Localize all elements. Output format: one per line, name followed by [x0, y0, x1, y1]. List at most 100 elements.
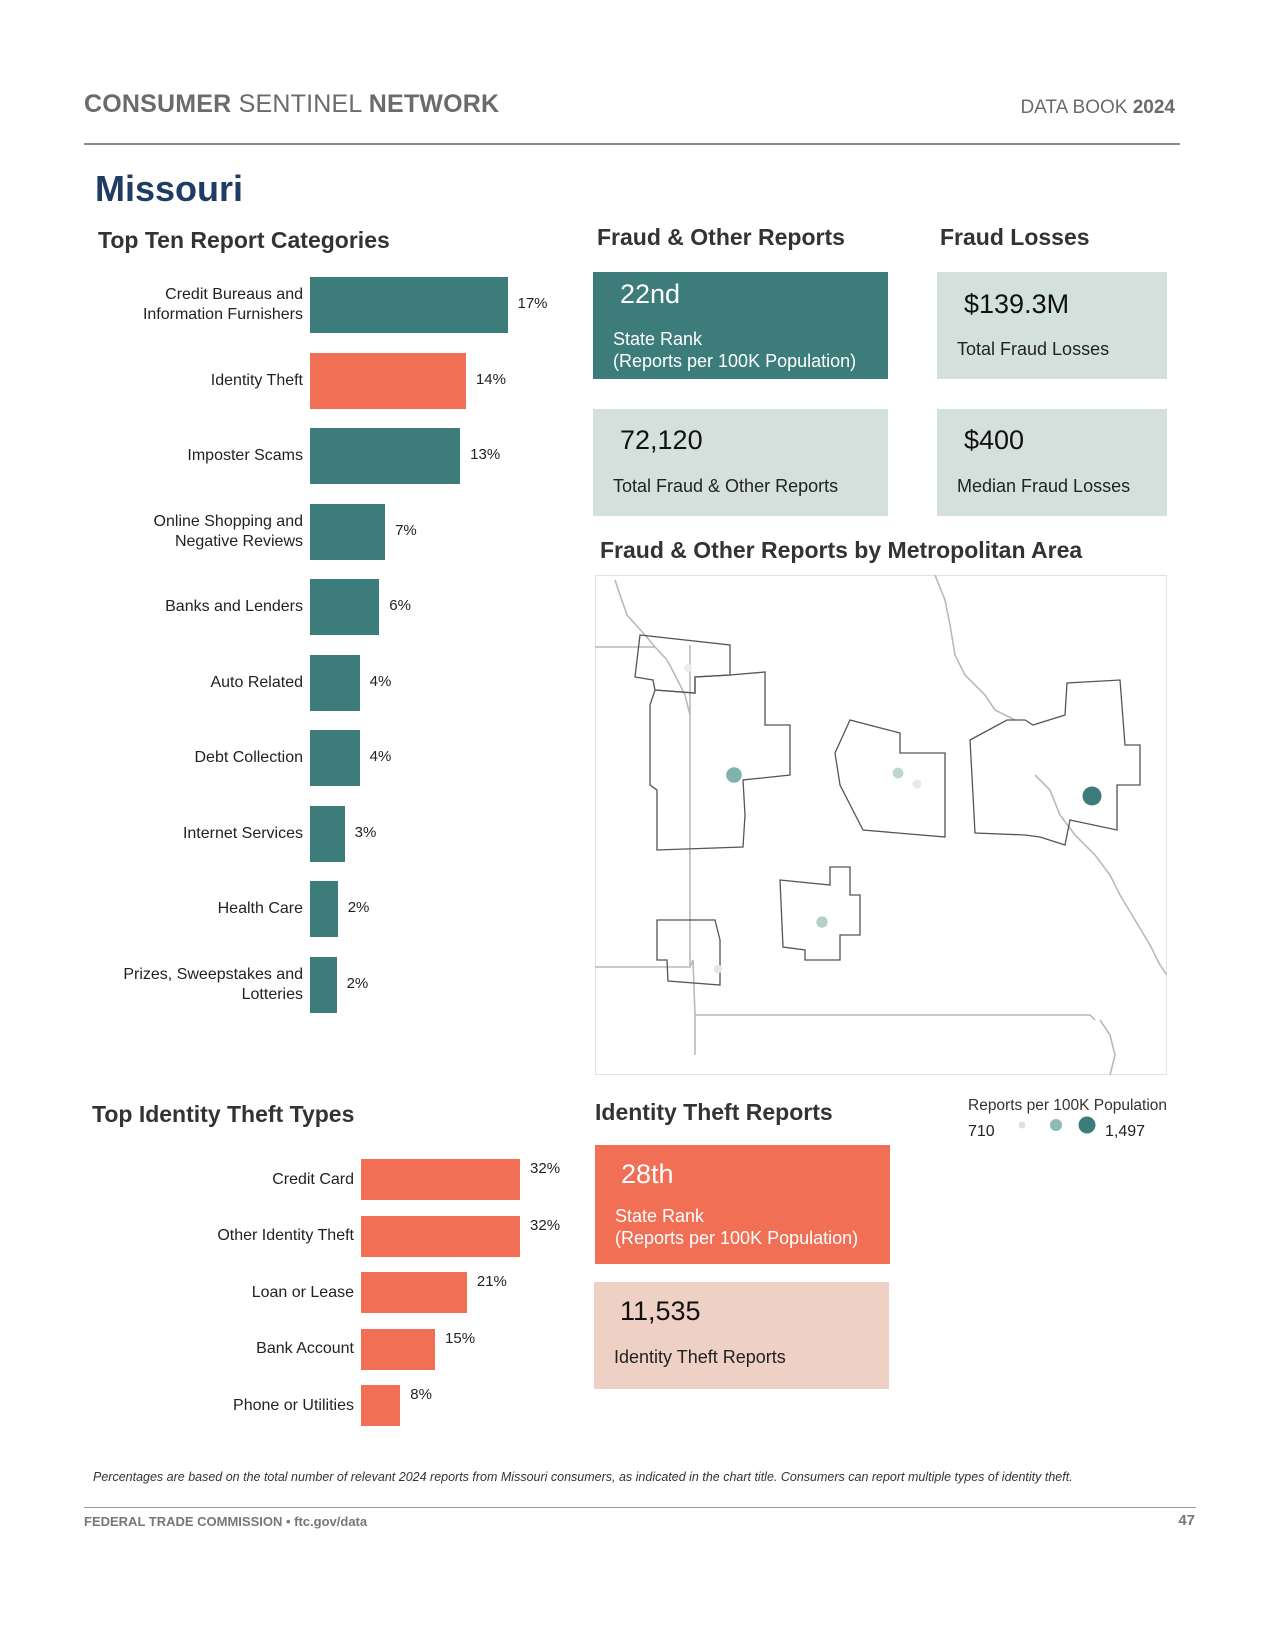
id-rank-label: State Rank (Reports per 100K Population) [615, 1205, 858, 1249]
map-point [1082, 786, 1102, 806]
bar [310, 654, 360, 711]
category-label: Credit Card [272, 1170, 354, 1188]
bar-value-label: 4% [369, 672, 392, 690]
bar-value-label: 14% [475, 370, 506, 388]
category-label: Health Care [217, 900, 303, 917]
bar [361, 1159, 521, 1200]
fraud-rank-label: State Rank (Reports per 100K Population) [613, 328, 856, 372]
id-reports-box: 11,535 Identity Theft Reports [594, 1282, 889, 1389]
category-label: Credit Bureaus and Information Furnishers [142, 286, 303, 323]
bar-value-label: 6% [389, 597, 411, 614]
footer-divider [84, 1507, 1196, 1508]
brand-word-consumer: CONSUMER [84, 90, 232, 118]
id-rank-value: 28th [621, 1159, 674, 1189]
total-fraud-losses-box: $139.3M Total Fraud Losses [937, 272, 1167, 379]
legend-scale [1018, 1116, 1096, 1134]
category-label: Bank Account [256, 1340, 354, 1357]
total-reports-box: 72,120 Total Fraud & Other Reports [593, 409, 888, 516]
map-point [816, 916, 828, 928]
fraud-rank-label-line1: State Rank [613, 329, 703, 349]
category-label: Phone or Utilities [233, 1396, 354, 1414]
bar [361, 1215, 521, 1257]
bar [310, 805, 345, 862]
metro-joplin [656, 919, 721, 986]
map-frame [595, 575, 1167, 1075]
bar [310, 352, 466, 409]
bar-value-label: 21% [476, 1273, 507, 1290]
bar-value-label: 2% [347, 899, 370, 916]
state-title: Missouri [95, 168, 244, 209]
category-label: Imposter Scams [187, 447, 303, 464]
bar-value-label: 2% [346, 974, 369, 992]
metro-st-louis [969, 679, 1141, 846]
bar-value-label: 3% [354, 823, 377, 841]
median-losses-label: Median Fraud Losses [957, 476, 1131, 496]
bar-value-label: 7% [395, 521, 417, 539]
publication-title: CONSUMER SENTINEL NETWORK [84, 90, 499, 119]
fraud-rank-value: 22nd [620, 279, 681, 309]
metro-springfield [779, 866, 861, 961]
bar [361, 1272, 467, 1313]
state-borders [595, 575, 1167, 1075]
legend-dot-medium [1050, 1119, 1062, 1131]
bar [361, 1385, 401, 1426]
category-label: Loan or Lease [251, 1283, 354, 1301]
bar [310, 428, 461, 484]
bar-value-label: 15% [445, 1329, 476, 1347]
metro-columbia [834, 719, 946, 838]
fraud-losses-title: Fraud Losses [940, 224, 1090, 250]
page-number: 47 [1178, 1512, 1195, 1529]
category-label: Internet Services [182, 824, 303, 842]
metro-title: Fraud & Other Reports by Metropolitan Ar… [600, 537, 1083, 563]
id-reports-value: 11,535 [620, 1296, 701, 1326]
bar [361, 1328, 436, 1370]
brand-word-sentinel: SENTINEL [238, 90, 362, 118]
bar [310, 881, 338, 937]
bar [310, 730, 360, 786]
top-id-theft-title: Top Identity Theft Types [92, 1101, 355, 1127]
total-reports-value: 72,120 [620, 425, 703, 455]
bar [310, 277, 508, 333]
id-rank-label-line2: (Reports per 100K Population) [615, 1228, 859, 1248]
legend-dot-large [1078, 1116, 1096, 1134]
brand-word-network: NETWORK [368, 90, 500, 118]
footer-source: FEDERAL TRADE COMMISSION • ftc.gov/data [84, 1514, 368, 1529]
databook-year: 2024 [1132, 97, 1175, 118]
fraud-rank-box: 22nd State Rank (Reports per 100K Popula… [593, 272, 888, 379]
median-losses-box: $400 Median Fraud Losses [937, 409, 1167, 516]
metro-kansas-city [649, 671, 791, 851]
category-label: Banks and Lenders [165, 598, 303, 615]
map-point [912, 779, 922, 789]
median-losses-value: $400 [964, 425, 1025, 455]
category-label: Prizes, Sweepstakes and Lotteries [123, 965, 303, 1003]
legend-max: 1,497 [1105, 1123, 1146, 1140]
category-label: Identity Theft [210, 371, 303, 389]
top-ten-title: Top Ten Report Categories [98, 227, 390, 253]
databook-label: DATA BOOK 2024 [1020, 97, 1175, 119]
total-fraud-losses-label: Total Fraud Losses [957, 339, 1110, 359]
bar-value-label: 32% [530, 1160, 561, 1177]
bar-value-label: 4% [369, 748, 392, 765]
bar [310, 579, 380, 635]
legend-title: Reports per 100K Population [968, 1097, 1168, 1114]
bar [310, 503, 386, 560]
footnote: Percentages are based on the total numbe… [93, 1470, 1073, 1484]
id-rank-label-line1: State Rank [615, 1206, 705, 1226]
bar-value-label: 17% [517, 295, 548, 312]
category-label: Online Shopping and Negative Reviews [153, 512, 303, 550]
category-label: Other Identity Theft [217, 1227, 354, 1244]
bar-value-label: 32% [530, 1216, 561, 1234]
id-rank-box: 28th State Rank (Reports per 100K Popula… [595, 1145, 890, 1264]
total-reports-label: Total Fraud & Other Reports [613, 476, 839, 496]
legend-dot-small [1018, 1121, 1026, 1129]
map-points [683, 663, 1102, 974]
map-point [726, 767, 742, 783]
bar [310, 956, 337, 1013]
map-point [892, 767, 904, 779]
missouri-metro-map [595, 575, 1167, 1075]
bar-value-label: 8% [410, 1386, 432, 1403]
databook-text: DATA BOOK [1020, 97, 1128, 118]
category-label: Debt Collection [194, 749, 304, 766]
metro-outlines [634, 634, 1141, 986]
bar-value-label: 13% [470, 446, 501, 463]
